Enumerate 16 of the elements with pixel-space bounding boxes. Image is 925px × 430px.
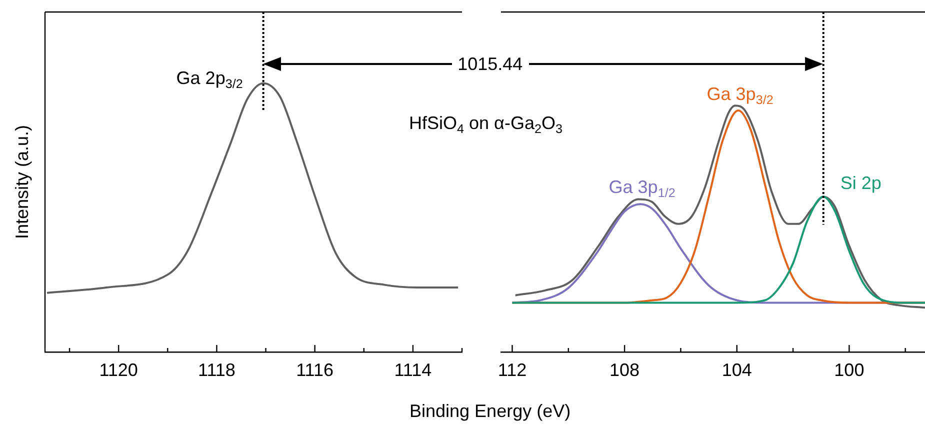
series-label: Si 2p	[840, 172, 882, 193]
x-tick-label: 112	[498, 360, 527, 380]
series-label: Ga 3p$_{3/2}$	[706, 84, 774, 106]
series-label: Ga 3p$_{1/2}$	[608, 177, 676, 200]
y-axis-title: Intensity (a.u.)	[12, 124, 32, 240]
x-tick-label: 100	[834, 360, 864, 380]
x-tick-label: 1116	[296, 360, 334, 380]
x-tick-label: 1118	[198, 360, 236, 380]
x-tick-label: 108	[610, 360, 640, 380]
annotation: HfSiO$_{4}$ on α-Ga$_{2}$O$_{3}$	[409, 113, 563, 136]
annotation: Ga 2p$_{3/2}$	[176, 68, 243, 91]
text: 1015.44	[452, 54, 529, 74]
x-tick-label: 1120	[99, 360, 138, 380]
x-tick-label: 1114	[394, 360, 432, 380]
x-tick-label: 104	[722, 360, 752, 380]
x-axis-title: Binding Energy (eV)	[410, 401, 571, 421]
